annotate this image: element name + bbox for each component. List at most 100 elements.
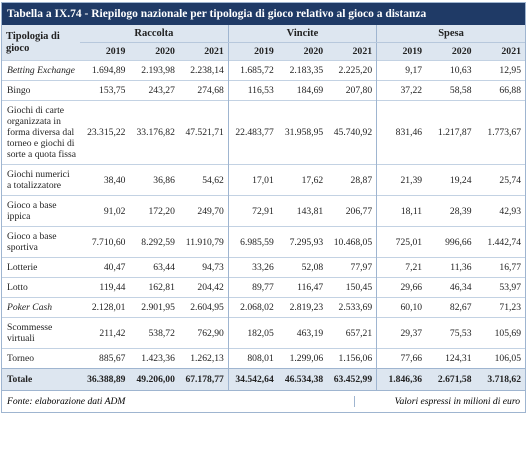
source-note: Fonte: elaborazione dati ADM bbox=[7, 396, 126, 407]
year-header: 2020 bbox=[426, 42, 476, 61]
cell-value: 762,90 bbox=[178, 317, 229, 349]
cell-value: 2.901,95 bbox=[129, 297, 179, 318]
cell-value: 66,88 bbox=[475, 80, 525, 101]
row-label: Bingo bbox=[2, 80, 80, 101]
cell-value: 106,05 bbox=[475, 348, 525, 369]
cell-value: 7,21 bbox=[376, 257, 427, 278]
cell-value: 124,31 bbox=[426, 348, 476, 369]
cell-value: 31.958,95 bbox=[277, 100, 328, 165]
cell-value: 49.206,00 bbox=[129, 368, 179, 390]
cell-value: 885,67 bbox=[80, 348, 130, 369]
cell-value: 1.685,72 bbox=[227, 60, 278, 81]
group-header: Spesa bbox=[376, 25, 525, 43]
cell-value: 211,42 bbox=[80, 317, 130, 349]
cell-value: 77,97 bbox=[327, 257, 377, 278]
group-header: Vincite bbox=[227, 25, 377, 43]
cell-value: 82,67 bbox=[426, 297, 476, 318]
cell-value: 46.534,38 bbox=[277, 368, 328, 390]
row-label: Gioco a base sportiva bbox=[2, 226, 80, 258]
row-label: Poker Cash bbox=[2, 297, 80, 318]
units-note: Valori espressi in milioni di euro bbox=[353, 396, 520, 407]
cell-value: 37,22 bbox=[376, 80, 427, 101]
row-label: Gioco a base ippica bbox=[2, 195, 80, 227]
cell-value: 2.068,02 bbox=[227, 297, 278, 318]
cell-value: 45.740,92 bbox=[327, 100, 377, 165]
cell-value: 46,34 bbox=[426, 277, 476, 298]
cell-value: 207,80 bbox=[327, 80, 377, 101]
cell-value: 119,44 bbox=[80, 277, 130, 298]
cell-value: 36,86 bbox=[129, 164, 179, 196]
cell-value: 274,68 bbox=[178, 80, 229, 101]
table-row: Lotterie 40,47 63,44 94,73 33,26 52,08 77,97 7,… bbox=[2, 257, 525, 278]
year-header: 2020 bbox=[129, 42, 179, 61]
cell-value: 12,95 bbox=[475, 60, 525, 81]
header-row: 2019 2020 2021 2019 2020 2021 2019 2020 2021 bbox=[2, 42, 525, 61]
cell-value: 2.225,20 bbox=[327, 60, 377, 81]
year-header: 2021 bbox=[475, 42, 525, 61]
row-label: Lotterie bbox=[2, 257, 80, 278]
cell-value: 1.773,67 bbox=[475, 100, 525, 165]
cell-value: 182,05 bbox=[227, 317, 278, 349]
cell-value: 8.292,59 bbox=[129, 226, 179, 258]
cell-value: 2.193,98 bbox=[129, 60, 179, 81]
table-body: Betting Exchange 1.694,89 2.193,98 2.238,14… bbox=[2, 60, 525, 390]
cell-value: 38,40 bbox=[80, 164, 130, 196]
cell-value: 33.176,82 bbox=[129, 100, 179, 165]
cell-value: 3.718,62 bbox=[475, 368, 525, 390]
table-row: Scommesse virtuali 211,42 538,72 762,90 182,… bbox=[2, 317, 525, 349]
cell-value: 2.819,23 bbox=[277, 297, 328, 318]
cell-value: 1.694,89 bbox=[80, 60, 130, 81]
table-row: Totale 36.388,89 49.206,00 67.178,77 34.542,… bbox=[2, 368, 525, 390]
cell-value: 28,87 bbox=[327, 164, 377, 196]
cell-value: 16,77 bbox=[475, 257, 525, 278]
table-row: Poker Cash 2.128,01 2.901,95 2.604,95 2.068,… bbox=[2, 297, 525, 318]
cell-value: 2.671,58 bbox=[426, 368, 476, 390]
year-header: 2019 bbox=[80, 42, 130, 61]
cell-value: 153,75 bbox=[80, 80, 130, 101]
row-label: Scommesse virtuali bbox=[2, 317, 80, 349]
cell-value: 1.442,74 bbox=[475, 226, 525, 258]
cell-value: 463,19 bbox=[277, 317, 328, 349]
cell-value: 996,66 bbox=[426, 226, 476, 258]
cell-value: 63,44 bbox=[129, 257, 179, 278]
cell-value: 33,26 bbox=[227, 257, 278, 278]
cell-value: 249,70 bbox=[178, 195, 229, 227]
group-header: Raccolta bbox=[80, 25, 229, 43]
data-table: Tipologia di gioco Raccolta Vincite Spesa 20… bbox=[2, 25, 525, 390]
row-label: Giochi di carte organizzata in forma div… bbox=[2, 100, 80, 165]
cell-value: 17,62 bbox=[277, 164, 328, 196]
cell-value: 6.985,59 bbox=[227, 226, 278, 258]
header-row: Tipologia di gioco Raccolta Vincite Spesa bbox=[2, 25, 525, 61]
cell-value: 105,69 bbox=[475, 317, 525, 349]
cell-value: 63.452,99 bbox=[327, 368, 377, 390]
cell-value: 184,69 bbox=[277, 80, 328, 101]
table-row: Giochi di carte organizzata in forma div… bbox=[2, 100, 525, 165]
cell-value: 52,08 bbox=[277, 257, 328, 278]
cell-value: 18,11 bbox=[376, 195, 427, 227]
cell-value: 143,81 bbox=[277, 195, 328, 227]
cell-value: 19,24 bbox=[426, 164, 476, 196]
row-label: Betting Exchange bbox=[2, 60, 80, 81]
cell-value: 2.238,14 bbox=[178, 60, 229, 81]
table-row: Lotto 119,44 162,81 204,42 89,77 116,47 150,45… bbox=[2, 277, 525, 298]
cell-value: 657,21 bbox=[327, 317, 377, 349]
cell-value: 42,93 bbox=[475, 195, 525, 227]
cell-value: 34.542,64 bbox=[227, 368, 278, 390]
cell-value: 29,66 bbox=[376, 277, 427, 298]
cell-value: 23.315,22 bbox=[80, 100, 130, 165]
cell-value: 89,77 bbox=[227, 277, 278, 298]
cell-value: 1.299,06 bbox=[277, 348, 328, 369]
cell-value: 11,36 bbox=[426, 257, 476, 278]
cell-value: 7.295,93 bbox=[277, 226, 328, 258]
year-header: 2019 bbox=[376, 42, 427, 61]
table-header: Tipologia di gioco Raccolta Vincite Spesa 20… bbox=[2, 25, 525, 61]
cell-value: 204,42 bbox=[178, 277, 229, 298]
table-row: Betting Exchange 1.694,89 2.193,98 2.238,14… bbox=[2, 60, 525, 81]
year-header: 2019 bbox=[227, 42, 278, 61]
row-label: Totale bbox=[2, 368, 80, 390]
year-header: 2021 bbox=[327, 42, 377, 61]
year-header: 2020 bbox=[277, 42, 328, 61]
cell-value: 1.262,13 bbox=[178, 348, 229, 369]
first-column-header: Tipologia di gioco bbox=[2, 25, 80, 61]
